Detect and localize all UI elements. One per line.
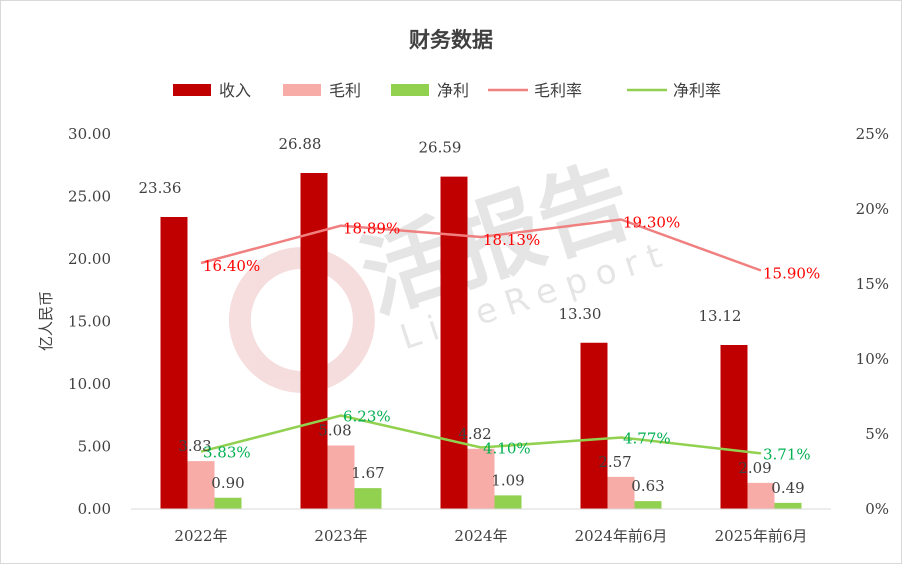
bar-毛利: [467, 448, 495, 509]
x-tick-label: 2024年前6月: [575, 527, 668, 545]
x-tick-label: 2022年: [174, 527, 227, 545]
data-label: 0.63: [631, 477, 664, 495]
line-data-label: 3.83%: [203, 444, 251, 462]
lines: [200, 218, 762, 455]
left-tick-label: 30.00: [68, 125, 111, 143]
data-label: 2.57: [598, 453, 631, 471]
left-tick-label: 15.00: [68, 313, 111, 331]
right-tick-label: 0%: [865, 500, 889, 518]
bar-收入: [720, 345, 748, 509]
data-labels: 23.36 26.88 26.59 13.30 13.12 3.83 5.08 4.82 2.5…: [139, 135, 821, 497]
legend-label: 收入: [219, 81, 251, 100]
left-tick-label: 5.00: [78, 438, 111, 456]
line-data-label: 19.30%: [623, 214, 680, 232]
x-tick-label: 2023年: [314, 527, 367, 545]
x-axis: 2022年 2023年 2024年 2024年前6月 2025年前6月: [174, 527, 807, 545]
line-净利率: [200, 414, 762, 455]
right-tick-label: 15%: [856, 275, 889, 293]
left-tick-label: 25.00: [68, 188, 111, 206]
bar-毛利: [607, 476, 635, 509]
x-tick-label: 2024年: [454, 527, 507, 545]
bar-净利: [494, 495, 522, 509]
line-data-label: 6.23%: [343, 408, 391, 426]
legend-swatch: [391, 84, 429, 96]
data-label: 0.90: [211, 474, 244, 492]
bar-收入: [580, 342, 608, 509]
data-label: 4.82: [458, 425, 491, 443]
right-tick-label: 25%: [856, 125, 889, 143]
line-data-label: 18.13%: [483, 231, 540, 249]
line-data-label: 3.71%: [763, 445, 811, 463]
right-tick-label: 5%: [865, 425, 889, 443]
legend-swatch: [173, 84, 211, 96]
data-label: 2.09: [738, 459, 771, 477]
line-data-label: 4.10%: [483, 440, 531, 458]
line-data-label: 4.77%: [623, 429, 671, 447]
data-label: 13.12: [699, 307, 742, 325]
right-tick-label: 20%: [856, 200, 889, 218]
data-label: 23.36: [139, 179, 182, 197]
legend-label: 毛利: [329, 81, 361, 100]
bar-收入: [440, 176, 468, 509]
bar-毛利: [747, 482, 775, 509]
legend-label: 净利率: [673, 81, 721, 100]
legend-label: 毛利率: [534, 81, 582, 100]
x-tick-label: 2025年前6月: [715, 527, 808, 545]
bars: [160, 173, 802, 509]
line-data-label: 15.90%: [763, 265, 820, 283]
bar-毛利: [327, 445, 355, 509]
bar-净利: [354, 488, 382, 509]
left-tick-label: 20.00: [68, 250, 111, 268]
line-data-label: 16.40%: [203, 257, 260, 275]
line-毛利率: [200, 218, 762, 272]
data-label: 26.59: [419, 139, 462, 157]
data-label: 1.09: [491, 471, 524, 489]
data-label: 1.67: [351, 464, 384, 482]
right-y-axis: 0% 5% 10% 15% 20% 25%: [856, 125, 889, 518]
legend-swatch: [283, 84, 321, 96]
chart-title: 财务数据: [409, 28, 493, 52]
data-label: 0.49: [771, 479, 804, 497]
line-data-label: 18.89%: [343, 220, 400, 238]
bar-净利: [634, 501, 662, 509]
bar-净利: [214, 497, 242, 509]
data-label: 5.08: [318, 422, 351, 440]
data-label: 13.30: [559, 305, 602, 323]
bar-净利: [774, 502, 802, 509]
bar-收入: [300, 173, 328, 509]
bar-毛利: [187, 461, 215, 509]
legend-label: 净利: [437, 81, 469, 100]
left-y-axis: 0.00 5.00 10.00 15.00 20.00 25.00 30.00: [68, 125, 111, 518]
data-label: 3.83: [178, 437, 211, 455]
right-tick-label: 10%: [856, 350, 889, 368]
data-label: 26.88: [279, 135, 322, 153]
left-tick-label: 10.00: [68, 375, 111, 393]
bar-收入: [160, 217, 188, 509]
left-tick-label: 0.00: [78, 500, 111, 518]
legend: 收入 毛利 净利 毛利率 净利率: [173, 81, 721, 100]
y-axis-label: 亿人民币: [37, 291, 55, 351]
